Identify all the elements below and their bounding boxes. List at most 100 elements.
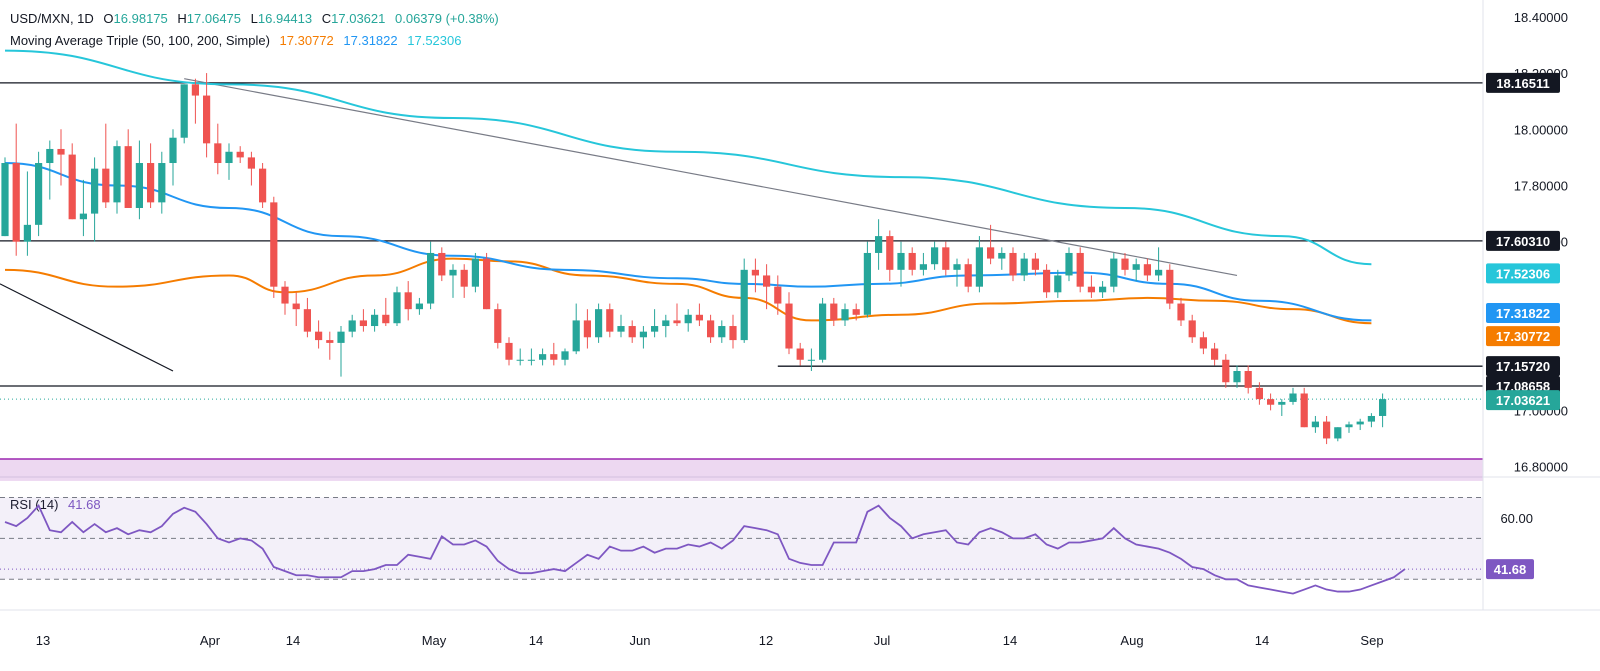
close-number: 17.03621 [331,11,386,26]
time-tick-label: 13 [36,633,50,648]
high-value: H17.06475 [177,11,241,26]
candle [292,292,300,327]
time-tick-label: 14 [286,633,300,648]
candle [415,297,423,315]
candle-body [919,264,927,270]
candle [79,179,87,237]
candle [673,303,681,327]
ma-legend-label: Moving Average Triple (50, 100, 200, Sim… [10,33,270,48]
candle [1043,264,1051,298]
candle-body [46,148,54,164]
candle-body [975,247,983,287]
rsi-tag: 41.68 [1486,559,1534,580]
open-number: 16.98175 [113,11,168,26]
level-tag: 18.16511 [1486,72,1560,93]
candle [315,320,323,349]
candle [1367,413,1375,428]
candle [875,219,883,270]
candle [1300,387,1308,428]
candle [1244,365,1252,394]
candle-body [1031,258,1039,270]
candle [751,258,759,293]
candle-body [124,146,132,208]
level-tag: 17.15720 [1486,356,1560,377]
price-tick-label: 18.40000 [1514,10,1568,25]
candle [203,73,211,158]
high-number: 17.06475 [186,11,242,26]
candle [348,314,356,338]
candle-body [415,303,423,310]
level-tag-bg [1486,390,1560,411]
candle [819,297,827,363]
candle [1020,252,1028,282]
candle [1087,275,1095,298]
time-tick-label: Aug [1120,633,1143,648]
candle [763,264,771,310]
time-tick-label: Jul [874,633,891,648]
candle-body [471,258,479,287]
candle [180,84,188,144]
candle [46,140,54,200]
candle-body [673,320,681,324]
candle [1076,247,1084,293]
price-tick-label: 17.80000 [1514,179,1568,194]
candle-body [169,137,177,164]
candle-body [998,252,1006,259]
candle-body [595,309,603,338]
candle [662,314,670,338]
candle [449,264,457,298]
level-tag-bg [1486,230,1560,251]
candle-body [23,224,31,242]
candle-body [1199,337,1207,349]
candle-body [774,286,782,304]
change-value: 0.06379 (+0.38%) [395,11,499,26]
candle [953,258,961,287]
candle [225,143,233,180]
candle [707,314,715,343]
candle-body [281,286,289,304]
rsi-line [4,504,1406,595]
candle [1177,297,1185,327]
candle [1278,399,1286,416]
candle-body [863,252,871,315]
candle [191,78,199,124]
candle-body [337,331,345,343]
candle [471,252,479,293]
candle [550,342,558,366]
candle [886,230,894,282]
candle [393,286,401,327]
candle [897,241,905,287]
candle-body [1233,371,1241,383]
level-tag-label: 17.03621 [1496,393,1550,408]
candle-body [617,326,625,332]
candle-body [886,236,894,270]
time-tick-label: 12 [759,633,773,648]
ma50-value: 17.30772 [279,33,334,48]
candle-body [953,264,961,270]
candle-body [449,269,457,276]
candle-body [1143,264,1151,276]
candle-body [1043,269,1051,293]
candle [236,146,244,164]
candle-body [1177,303,1185,321]
candle-body [1087,286,1095,293]
low-label: L [250,11,258,26]
candle [1356,418,1364,431]
candle-body [908,252,916,270]
candle-body [203,95,211,144]
candle [124,129,132,208]
candle [147,143,155,208]
candle [460,264,468,298]
candle [561,348,569,366]
rsi-tag-bg [1486,559,1534,580]
candle-body [102,168,110,203]
candle [1199,331,1207,355]
candle [740,258,748,343]
candle [942,241,950,276]
candle [987,224,995,265]
level-tag-label: 17.15720 [1496,359,1550,374]
candle [807,348,815,372]
candle [1110,252,1118,293]
candle-body [135,163,143,208]
